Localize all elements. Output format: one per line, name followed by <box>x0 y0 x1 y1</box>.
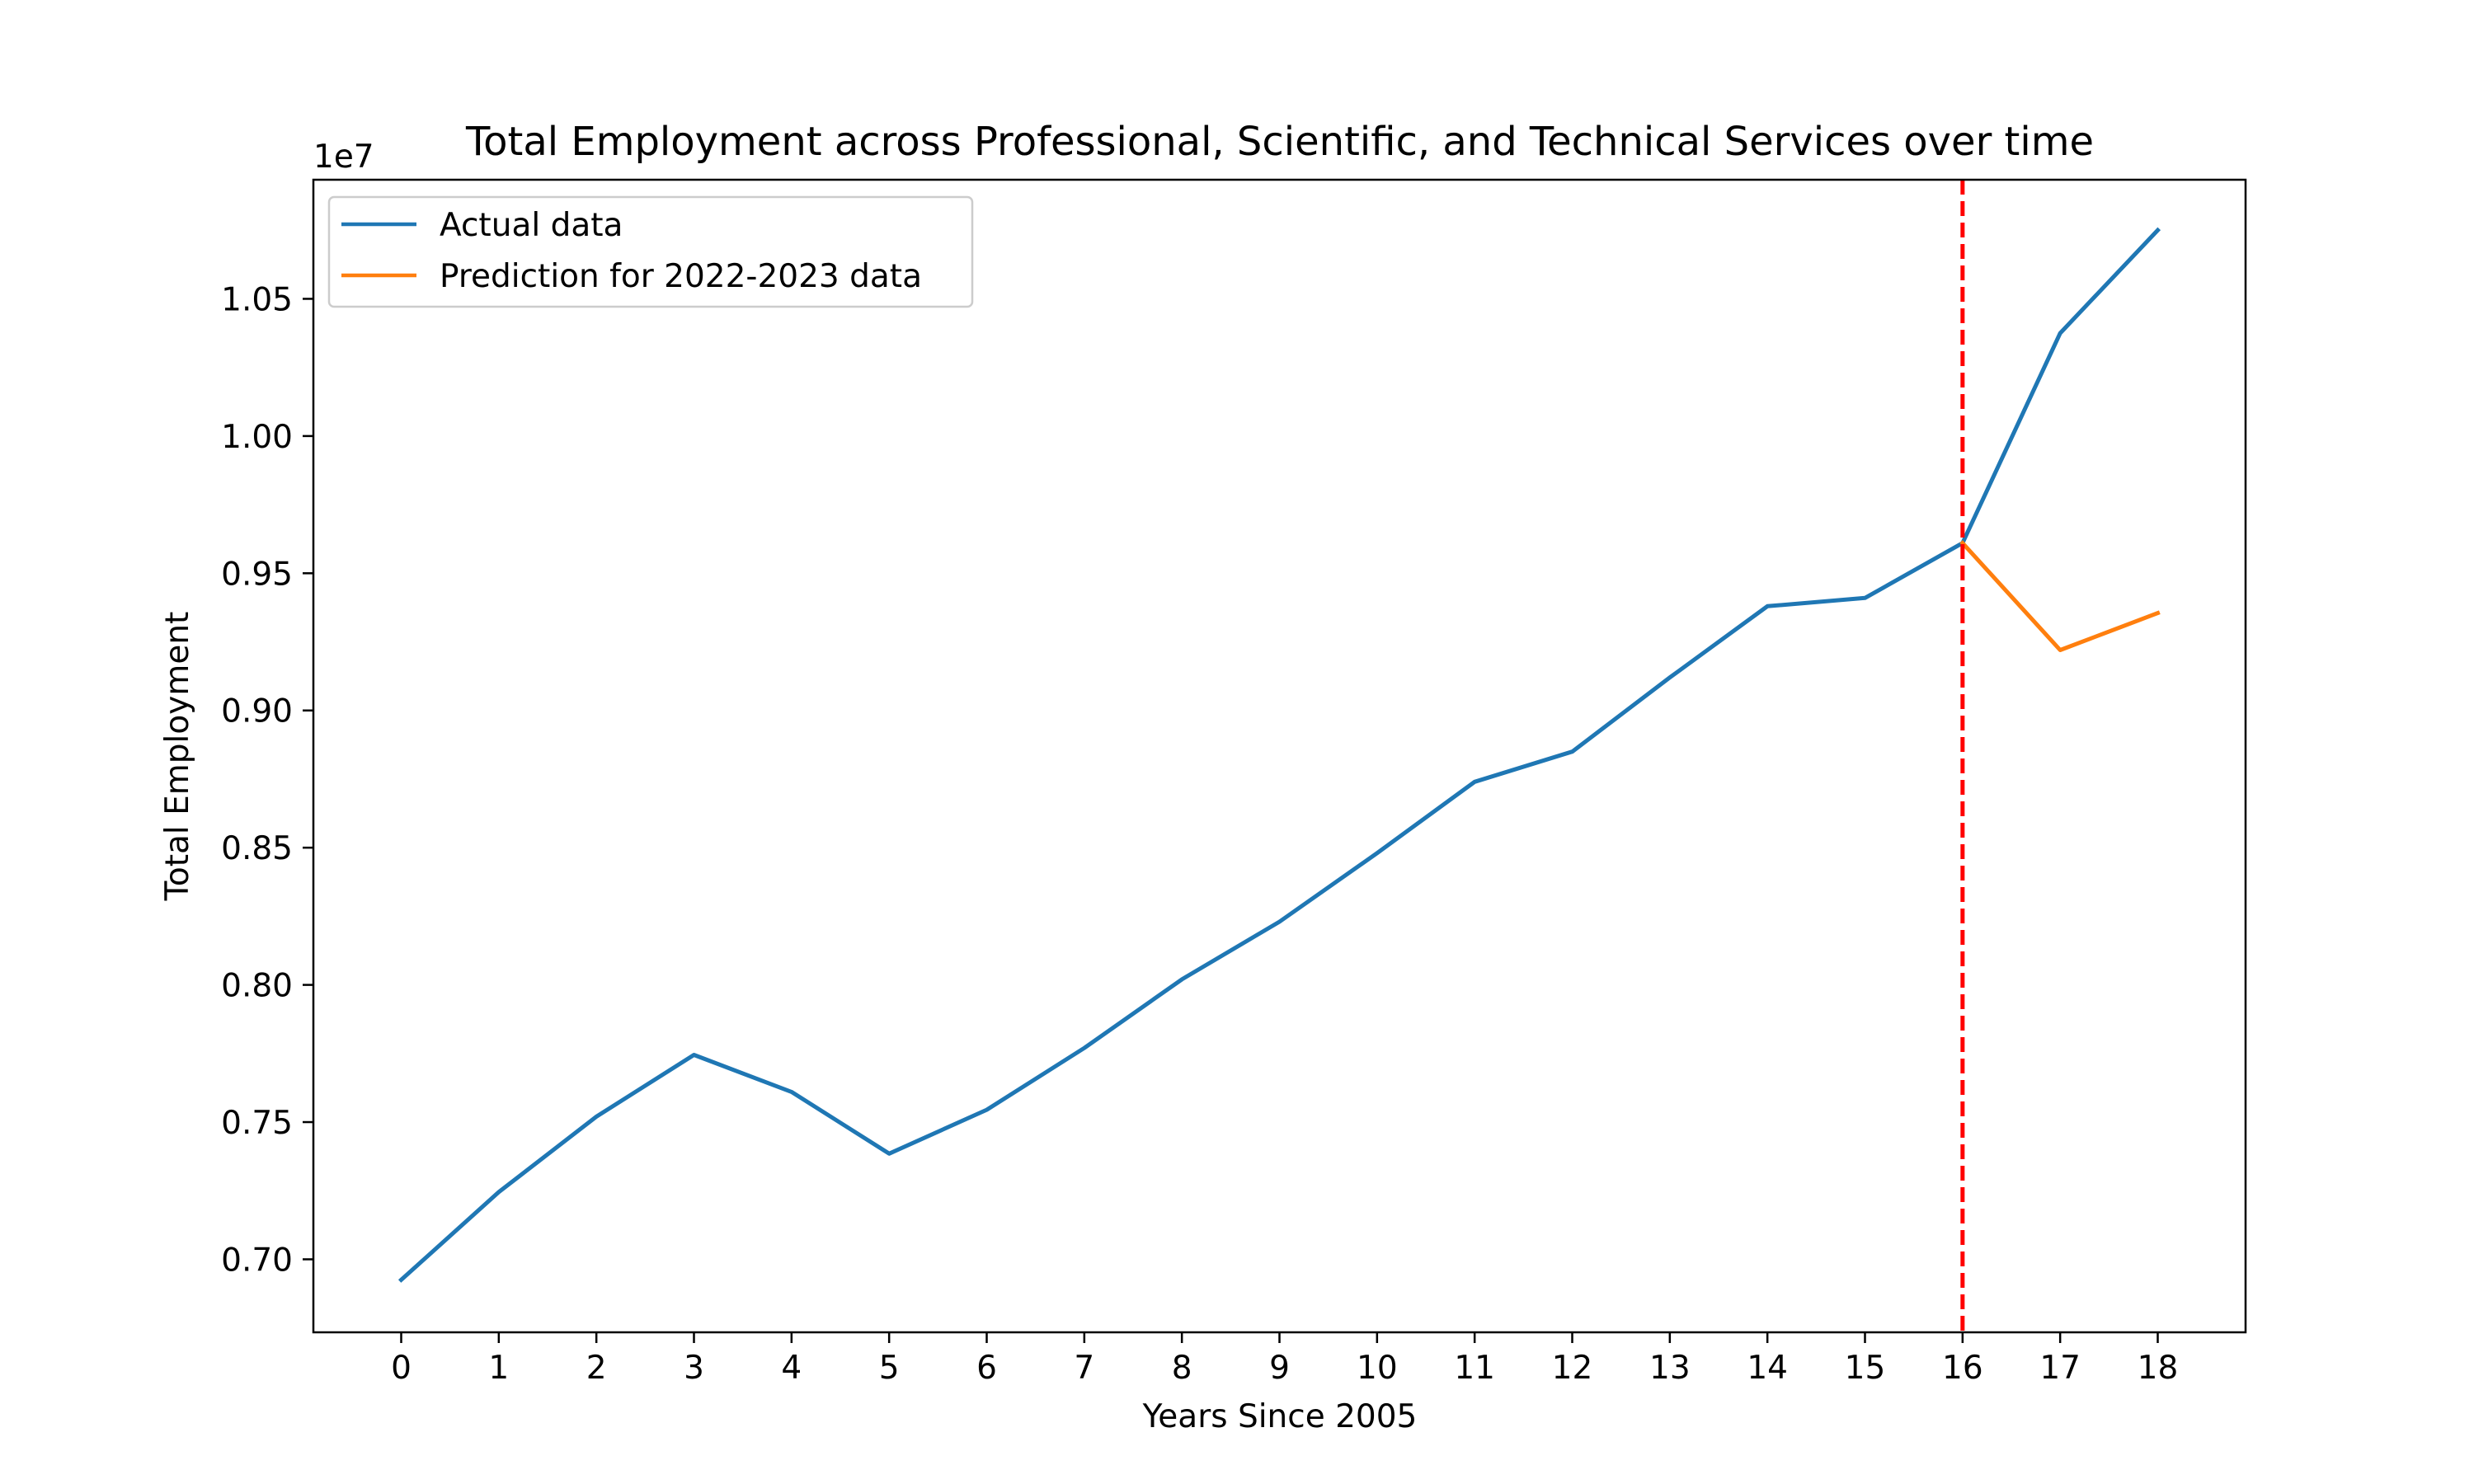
x-tick-label: 7 <box>1074 1350 1094 1387</box>
legend-box <box>327 195 974 308</box>
x-tick-label: 3 <box>684 1350 704 1387</box>
x-tick-label: 9 <box>1269 1350 1290 1387</box>
plot-frame <box>312 178 2247 1334</box>
y-tick-label: 0.90 <box>221 693 293 730</box>
x-tick-label: 2 <box>586 1350 607 1387</box>
x-tick-label: 5 <box>879 1350 900 1387</box>
x-tick-label: 16 <box>1942 1350 1983 1387</box>
y-axis-offset-label: 1e7 <box>313 139 374 176</box>
y-tick-label: 0.75 <box>221 1105 293 1142</box>
x-tick-label: 14 <box>1747 1350 1788 1387</box>
prediction-line <box>1959 540 2161 652</box>
legend-label-actual: Actual data <box>440 207 623 244</box>
x-axis-label: Years Since 2005 <box>1142 1398 1418 1435</box>
y-tick-label: 0.95 <box>221 556 293 593</box>
x-tick-label: 6 <box>976 1350 997 1387</box>
y-tick-label: 0.70 <box>221 1242 293 1279</box>
x-tick-label: 15 <box>1845 1350 1886 1387</box>
chart-title: Total Employment across Professional, Sc… <box>465 119 2094 165</box>
x-tick-label: 12 <box>1552 1350 1593 1387</box>
x-tick-label: 10 <box>1357 1350 1398 1387</box>
x-tick-label: 0 <box>391 1350 412 1387</box>
y-tick-label: 1.05 <box>221 281 293 318</box>
x-tick-label: 11 <box>1454 1350 1495 1387</box>
y-tick-label: 0.85 <box>221 830 293 867</box>
x-tick-label: 17 <box>2039 1350 2081 1387</box>
actual-data-line <box>397 227 2161 1283</box>
x-tick-label: 1 <box>488 1350 509 1387</box>
legend-label-prediction: Prediction for 2022-2023 data <box>440 258 922 295</box>
y-tick-label: 0.80 <box>221 968 293 1005</box>
x-tick-label: 18 <box>2138 1350 2179 1387</box>
y-tick-label: 1.00 <box>221 419 293 456</box>
y-axis-label: Total Employment <box>159 612 196 902</box>
x-tick-label: 8 <box>1172 1350 1192 1387</box>
x-tick-label: 4 <box>781 1350 802 1387</box>
x-tick-label: 13 <box>1649 1350 1691 1387</box>
legend: Actual data Prediction for 2022-2023 dat… <box>327 195 974 308</box>
